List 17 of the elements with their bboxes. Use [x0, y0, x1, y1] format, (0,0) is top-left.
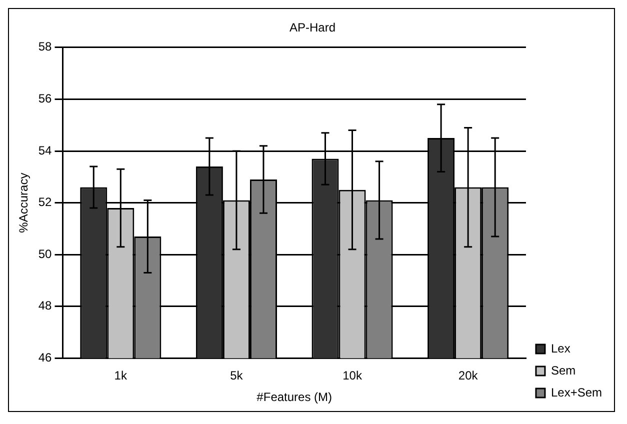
- y-tick-label: 56: [38, 92, 52, 106]
- y-tick-label: 46: [38, 350, 52, 365]
- legend-label: Sem: [550, 363, 576, 378]
- x-tick-label: 1k: [114, 368, 128, 383]
- y-tick-label: 58: [38, 40, 52, 54]
- chart-title: AP-Hard: [289, 20, 336, 35]
- x-tick-label: 5k: [230, 368, 244, 383]
- y-tick-label: 54: [38, 143, 52, 158]
- y-tick-label: 52: [38, 195, 52, 210]
- y-tick-label: 48: [38, 298, 52, 313]
- y-axis-title: %Accuracy: [16, 172, 31, 233]
- x-axis-title: #Features (M): [256, 390, 332, 404]
- legend-label: Lex+Sem: [550, 385, 602, 400]
- x-tick-label: 20k: [458, 368, 479, 383]
- y-tick-label: 50: [38, 246, 52, 261]
- x-tick-label: 10k: [342, 368, 363, 383]
- legend-label: Lex: [550, 341, 570, 356]
